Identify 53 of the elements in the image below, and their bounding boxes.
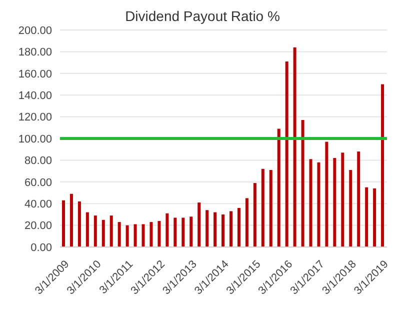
y-tick-label: 120.00	[18, 112, 52, 124]
bar	[214, 212, 217, 247]
bar	[277, 128, 280, 247]
chart-title: Dividend Payout Ratio %	[124, 8, 281, 24]
bar	[333, 158, 336, 247]
bar	[341, 152, 344, 247]
bar	[126, 225, 129, 247]
bar	[142, 224, 145, 247]
bar	[118, 222, 121, 247]
bar	[222, 214, 225, 247]
bar	[245, 198, 248, 247]
bar	[325, 142, 328, 247]
bar	[94, 216, 97, 247]
bar	[102, 220, 105, 247]
bar	[78, 201, 81, 247]
bar	[293, 47, 296, 247]
y-tick-label: 20.00	[24, 220, 52, 232]
bar	[349, 170, 352, 247]
y-tick-label: 60.00	[24, 176, 52, 189]
bar	[190, 216, 193, 247]
bar	[206, 210, 209, 247]
bar	[317, 162, 320, 247]
bar	[309, 159, 312, 247]
bar	[150, 222, 153, 247]
bar	[301, 120, 304, 247]
bar	[182, 218, 185, 247]
bar	[62, 200, 65, 247]
bar	[166, 213, 169, 247]
bar	[253, 182, 256, 247]
y-tick-label: 80.00	[24, 155, 52, 168]
bar	[158, 220, 161, 247]
bar	[110, 216, 113, 247]
bar	[229, 211, 232, 247]
bar	[381, 84, 384, 247]
bar	[357, 152, 360, 247]
bar	[198, 202, 201, 247]
bar	[70, 194, 73, 247]
bar	[373, 188, 376, 247]
bar	[269, 170, 272, 247]
y-tick-label: 100.00	[18, 133, 52, 146]
y-tick-label: 140.00	[18, 90, 52, 102]
bar	[285, 61, 288, 247]
bar	[86, 212, 89, 247]
y-tick-label: 40.00	[24, 198, 52, 211]
bar	[237, 208, 240, 247]
y-tick-label: 180.00	[18, 46, 52, 59]
bar	[174, 218, 177, 247]
y-tick-label: 160.00	[18, 68, 52, 80]
bar	[134, 224, 137, 247]
y-tick-label: 200.00	[18, 24, 52, 37]
bar	[365, 187, 368, 247]
bar	[261, 168, 264, 247]
y-tick-label: 0.00	[30, 242, 52, 254]
